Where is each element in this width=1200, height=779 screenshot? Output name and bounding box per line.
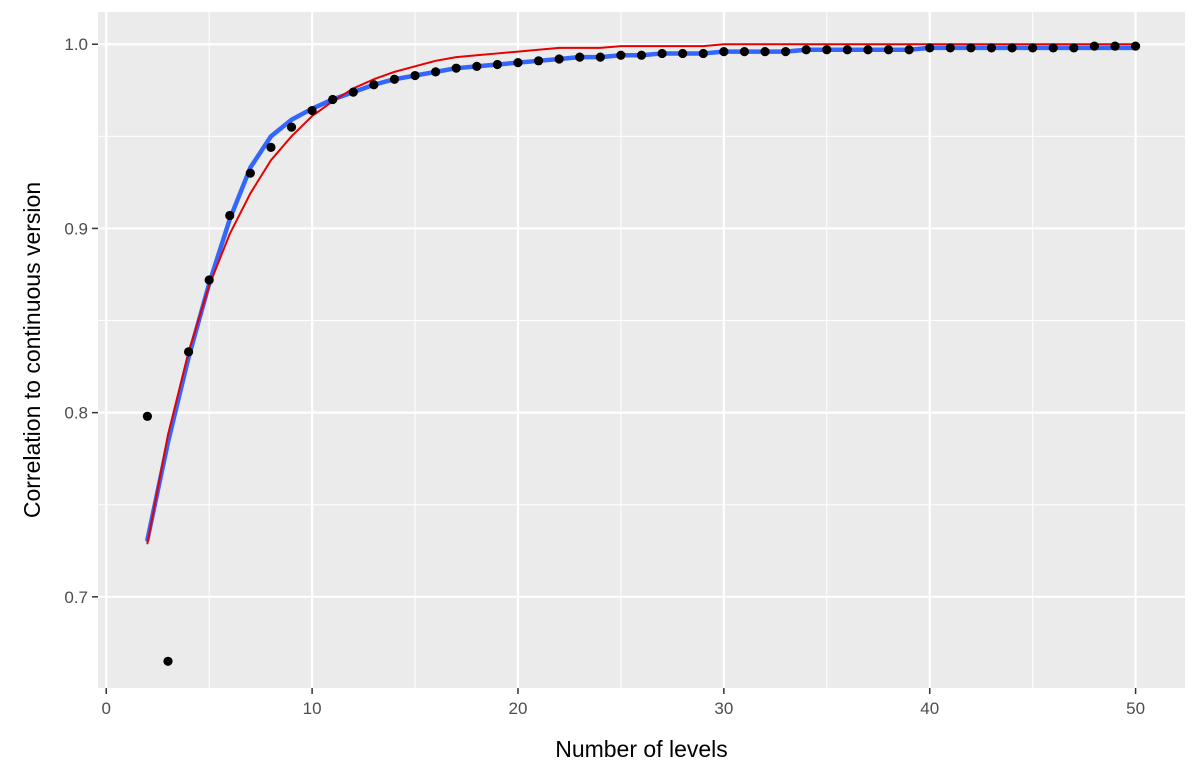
data-point bbox=[739, 47, 750, 57]
axis-ticks bbox=[92, 43, 1137, 694]
data-point bbox=[410, 70, 420, 81]
data-point bbox=[698, 48, 708, 59]
data-point bbox=[183, 347, 194, 357]
data-point bbox=[822, 45, 832, 55]
y-tick-label: 1.0 bbox=[64, 35, 88, 54]
data-point bbox=[451, 63, 461, 73]
data-point bbox=[925, 43, 935, 53]
data-point bbox=[575, 52, 585, 62]
plot-panel bbox=[98, 12, 1185, 688]
data-point bbox=[781, 47, 791, 57]
data-point bbox=[286, 122, 297, 132]
y-tick-label: 0.7 bbox=[64, 588, 88, 607]
data-point bbox=[245, 168, 255, 178]
data-point bbox=[719, 47, 729, 57]
data-point bbox=[533, 56, 544, 66]
data-point bbox=[163, 656, 173, 666]
data-point bbox=[986, 43, 997, 53]
data-point bbox=[431, 67, 441, 77]
data-point bbox=[225, 210, 235, 221]
data-point bbox=[760, 47, 770, 57]
data-point bbox=[1048, 43, 1058, 53]
data-point bbox=[636, 50, 647, 60]
y-axis-title: Correlation to continuous version bbox=[19, 182, 45, 518]
data-point bbox=[1110, 41, 1120, 51]
x-tick-label: 10 bbox=[303, 699, 322, 718]
data-point bbox=[863, 45, 873, 55]
series-points bbox=[142, 41, 1141, 666]
data-point bbox=[204, 275, 214, 285]
data-point bbox=[266, 142, 276, 152]
x-tick-label: 50 bbox=[1126, 699, 1145, 718]
data-point bbox=[595, 52, 605, 62]
data-point bbox=[966, 43, 976, 53]
data-point bbox=[657, 48, 667, 59]
data-point bbox=[348, 87, 358, 97]
y-tick-label: 0.9 bbox=[64, 219, 88, 238]
x-tick-labels: 0 10 20 30 40 50 bbox=[102, 699, 1146, 718]
minor-gridlines bbox=[98, 12, 1185, 688]
x-tick-label: 20 bbox=[509, 699, 528, 718]
data-point bbox=[492, 59, 502, 70]
data-point bbox=[883, 45, 894, 55]
x-tick-label: 0 bbox=[102, 699, 111, 718]
data-point bbox=[1028, 43, 1038, 53]
data-point bbox=[307, 105, 317, 116]
data-point bbox=[142, 411, 153, 421]
data-point bbox=[472, 61, 482, 71]
x-tick-label: 40 bbox=[920, 699, 939, 718]
data-point bbox=[328, 94, 338, 105]
data-point bbox=[842, 45, 852, 55]
data-point bbox=[554, 54, 564, 64]
major-gridlines bbox=[98, 12, 1185, 688]
y-tick-labels: 0.7 0.8 0.9 1.0 bbox=[64, 35, 88, 607]
x-axis-title: Number of levels bbox=[555, 736, 728, 762]
data-point bbox=[513, 58, 523, 68]
data-point bbox=[1069, 43, 1079, 53]
data-point bbox=[801, 45, 811, 55]
y-tick-label: 0.8 bbox=[64, 404, 88, 423]
data-point bbox=[369, 80, 379, 90]
data-point bbox=[904, 45, 914, 55]
data-point bbox=[1089, 41, 1100, 51]
data-point bbox=[945, 43, 955, 53]
data-point bbox=[678, 48, 688, 59]
data-point bbox=[1130, 41, 1141, 51]
data-point bbox=[389, 74, 400, 84]
x-tick-label: 30 bbox=[714, 699, 733, 718]
data-point bbox=[616, 50, 626, 60]
data-point bbox=[1007, 43, 1017, 53]
